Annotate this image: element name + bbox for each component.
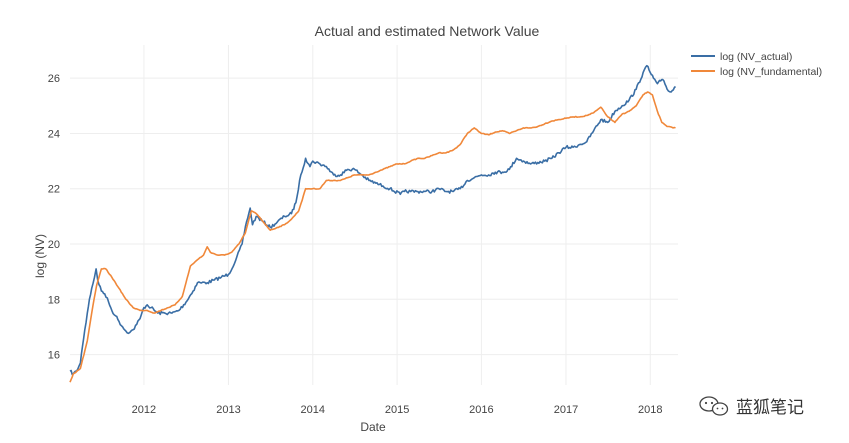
y-tick-label: 20	[48, 239, 60, 251]
tick-labels: 16 18 20 22 24 26 2012 2013 2014 2015 2016 2017 2018	[48, 73, 663, 416]
y-tick-label: 18	[48, 294, 60, 306]
y-tick-label: 16	[48, 350, 60, 362]
chart-title: Actual and estimated Network Value	[315, 23, 540, 39]
y-axis-title: log (NV)	[33, 234, 47, 278]
y-tick-label: 26	[48, 73, 60, 85]
x-tick-label: 2013	[216, 404, 240, 416]
watermark-text: 蓝狐笔记	[736, 398, 804, 418]
x-axis-title: Date	[360, 420, 386, 434]
x-tick-label: 2016	[469, 404, 493, 416]
watermark: 蓝狐笔记	[699, 396, 804, 418]
x-tick-label: 2015	[385, 404, 409, 416]
x-tick-label: 2014	[301, 404, 325, 416]
legend-label: log (NV_actual)	[720, 51, 792, 63]
x-tick-label: 2017	[554, 404, 578, 416]
legend[interactable]: log (NV_actual)log (NV_fundamental)	[691, 51, 822, 78]
legend-item-actual[interactable]: log (NV_actual)	[691, 51, 792, 63]
y-tick-label: 24	[48, 128, 60, 140]
wechat-icon	[699, 396, 729, 416]
series-group	[69, 64, 677, 383]
legend-item-fundamental[interactable]: log (NV_fundamental)	[691, 66, 822, 78]
series-line-actual	[69, 64, 677, 376]
grid	[70, 45, 678, 385]
legend-label: log (NV_fundamental)	[720, 66, 822, 78]
x-tick-label: 2018	[638, 404, 662, 416]
y-tick-label: 22	[48, 184, 60, 196]
x-tick-label: 2012	[132, 404, 156, 416]
series-line-fundamental	[69, 91, 676, 383]
